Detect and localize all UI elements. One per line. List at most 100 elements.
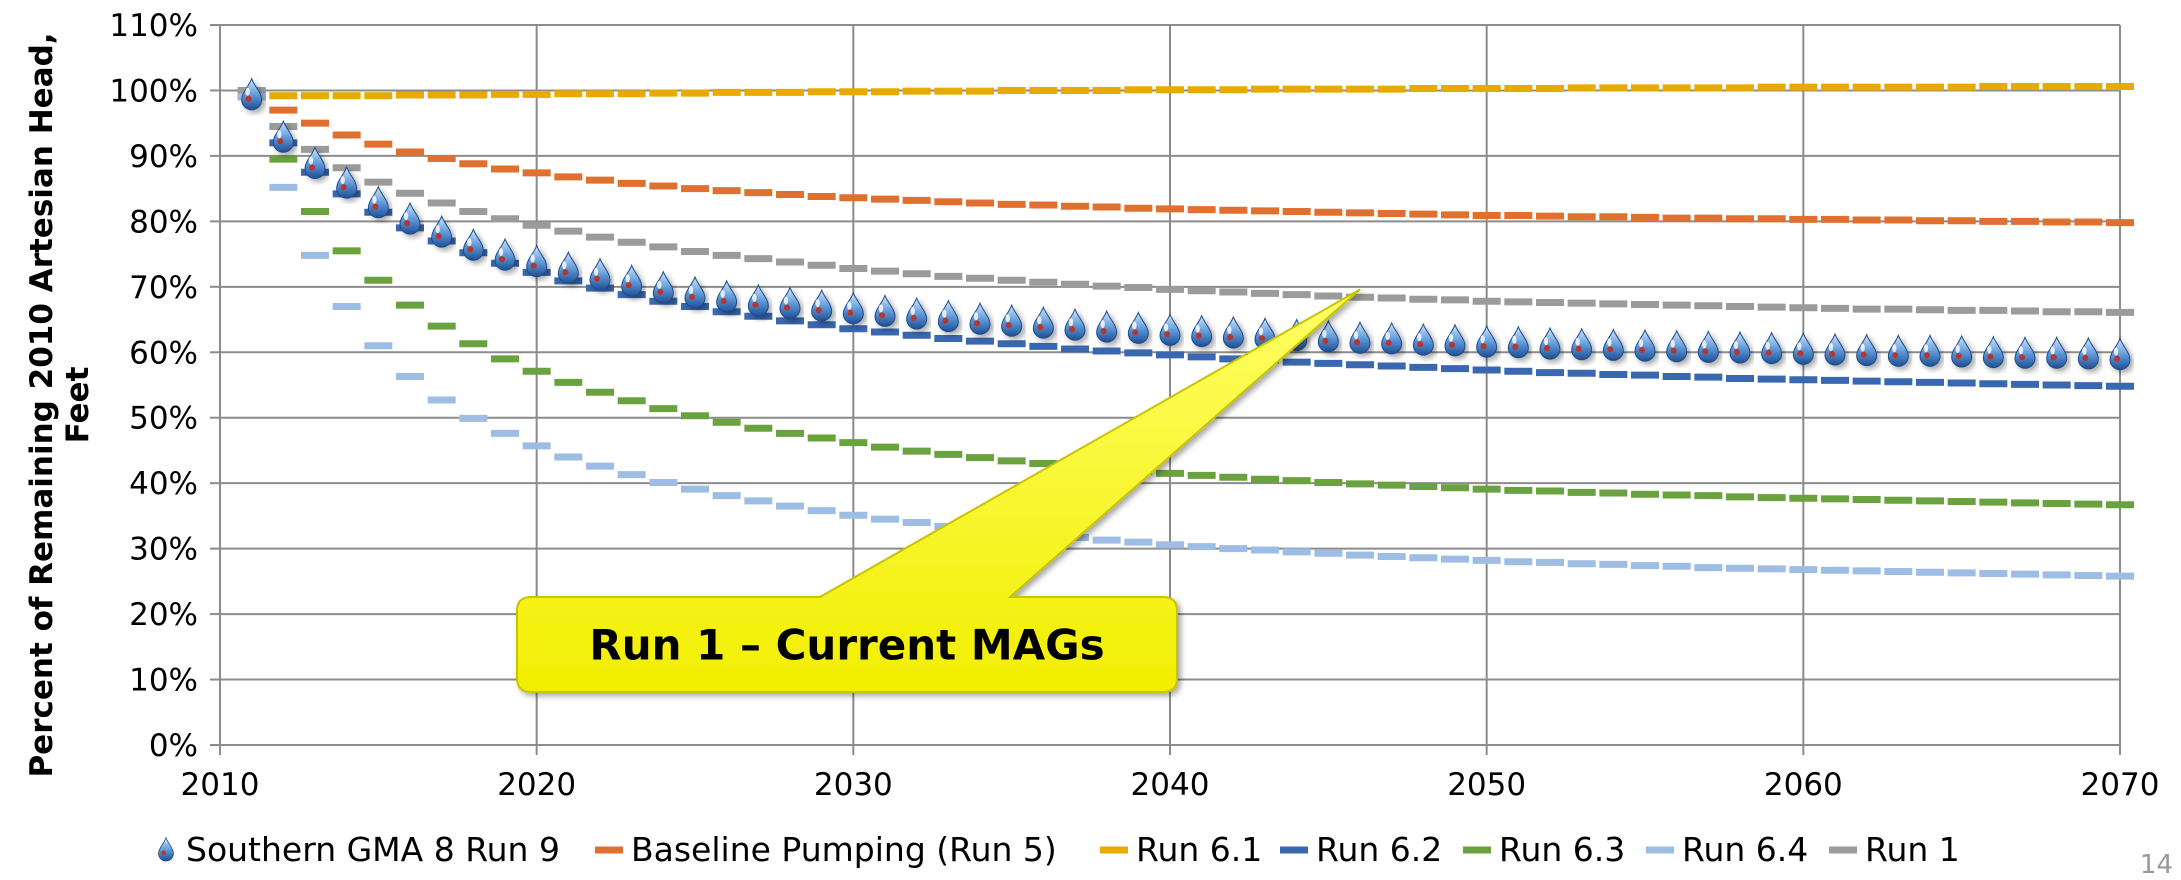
- water-drop-highlight: [1860, 343, 1865, 352]
- water-drop-body: [811, 288, 833, 322]
- series-run-6-4: [237, 93, 2134, 580]
- water-drop-body: [1001, 303, 1023, 337]
- water-drop-accent: [1132, 329, 1139, 336]
- water-drop-body: [1412, 322, 1434, 356]
- water-drop-accent: [720, 297, 727, 304]
- water-drop-icon: [1729, 330, 1751, 364]
- water-drop-body: [1571, 327, 1593, 361]
- y-tick-label: 0%: [149, 728, 198, 764]
- water-drop-body: [431, 214, 453, 248]
- y-axis-label: Percent of Remaining 2010 Artesian Head,…: [24, 32, 96, 777]
- water-drop-accent: [161, 850, 166, 855]
- water-drop-highlight: [657, 280, 662, 289]
- water-drop-body: [399, 201, 421, 235]
- water-drop-body: [1634, 328, 1656, 362]
- water-drop-body: [2077, 336, 2099, 370]
- callout: Run 1 – Current MAGs: [516, 288, 1361, 693]
- water-drop-icon: [1001, 303, 1023, 337]
- water-drop-icon: [158, 836, 174, 862]
- water-drop-body: [1792, 331, 1814, 365]
- water-drop-icon: [1317, 319, 1339, 353]
- water-drop-body: [158, 836, 174, 862]
- water-drop-highlight: [1512, 335, 1517, 344]
- water-drop-highlight: [1607, 338, 1612, 347]
- water-drop-accent: [1417, 341, 1424, 348]
- water-drop-icon: [272, 119, 294, 153]
- water-drop-highlight: [1448, 333, 1454, 342]
- legend-item-run-1: Run 1: [1829, 830, 1960, 869]
- water-drop-body: [1602, 327, 1624, 361]
- series-run-6-1: [237, 83, 2134, 100]
- legend-label: Southern GMA 8 Run 9: [186, 830, 560, 869]
- x-tick-label: 2070: [2081, 767, 2160, 803]
- water-drop-body: [336, 165, 358, 199]
- water-drop-highlight: [1068, 318, 1074, 327]
- water-drop-icon: [1032, 305, 1054, 339]
- water-drop-accent: [1797, 350, 1804, 357]
- legend-item-baseline-pumping-run-5: Baseline Pumping (Run 5): [595, 830, 1057, 869]
- y-axis-label-line2: Feet: [60, 366, 96, 443]
- water-drop-highlight: [625, 274, 630, 283]
- water-drop-accent: [594, 275, 600, 282]
- water-drop-accent: [1987, 353, 1994, 360]
- water-drop-accent: [340, 184, 347, 191]
- water-drop-body: [1191, 314, 1213, 348]
- water-drop-body: [272, 119, 294, 153]
- water-drop-icon: [969, 301, 991, 335]
- water-drop-body: [1317, 319, 1339, 353]
- water-drop-highlight: [340, 176, 345, 185]
- water-drop-highlight: [245, 87, 250, 96]
- legend-label: Run 6.4: [1682, 830, 1808, 869]
- water-drop-accent: [879, 312, 885, 319]
- water-drop-icon: [589, 257, 611, 291]
- legend-item-run-6-3: Run 6.3: [1463, 830, 1625, 869]
- y-tick-label: 10%: [129, 663, 198, 699]
- legend-label: Run 6.3: [1499, 830, 1625, 869]
- water-drop-body: [1761, 331, 1783, 365]
- water-drop-icon: [621, 263, 643, 297]
- y-tick-label: 110%: [109, 8, 198, 44]
- water-drop-accent: [1227, 333, 1234, 340]
- water-drop-accent: [815, 307, 822, 314]
- water-drop-accent: [1924, 352, 1930, 359]
- water-drop-icon: [1349, 320, 1371, 354]
- legend-item-run-6-4: Run 6.4: [1646, 830, 1808, 869]
- water-drop-accent: [2050, 354, 2057, 361]
- water-drop-icon: [241, 77, 263, 111]
- water-drop-highlight: [720, 289, 725, 298]
- water-drop-accent: [1765, 349, 1772, 356]
- water-drop-highlight: [308, 156, 314, 165]
- water-drop-body: [1824, 332, 1846, 366]
- water-drop-accent: [1734, 349, 1740, 356]
- water-drop-highlight: [688, 286, 694, 295]
- water-drop-accent: [657, 288, 664, 295]
- water-drop-highlight: [1638, 339, 1644, 348]
- series-baseline-pumping-run-5: [237, 86, 2134, 227]
- water-drop-body: [652, 270, 674, 304]
- water-drop-icon: [1919, 333, 1941, 367]
- water-drop-body: [874, 293, 896, 327]
- water-drop-body: [1222, 315, 1244, 349]
- water-drop-accent: [1100, 328, 1107, 335]
- water-drop-icon: [462, 227, 484, 261]
- water-drop-body: [557, 250, 579, 284]
- legend-label: Baseline Pumping (Run 5): [631, 830, 1057, 869]
- water-drop-highlight: [783, 296, 789, 305]
- water-drop-accent: [1892, 352, 1899, 359]
- water-drop-highlight: [1132, 321, 1137, 330]
- water-drop-icon: [304, 146, 326, 179]
- water-drop-icon: [1792, 331, 1814, 365]
- x-tick-label: 2010: [181, 767, 260, 803]
- water-drop-highlight: [2050, 346, 2055, 355]
- water-drop-icon: [1381, 321, 1403, 355]
- water-drop-body: [937, 299, 959, 333]
- water-drop-accent: [1575, 345, 1582, 352]
- water-drop-body: [969, 301, 991, 335]
- water-drop-highlight: [752, 293, 757, 302]
- water-drop-icon: [1602, 327, 1624, 361]
- y-tick-label: 40%: [129, 466, 198, 502]
- water-drop-accent: [1702, 348, 1709, 355]
- water-drop-icon: [1666, 329, 1688, 363]
- water-drop-body: [1159, 312, 1181, 346]
- water-drop-accent: [2082, 354, 2089, 361]
